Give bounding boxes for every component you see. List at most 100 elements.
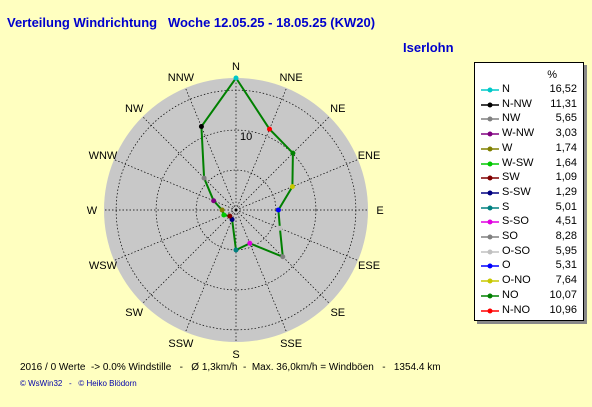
legend-swatch-dot — [487, 308, 493, 313]
legend-item: W-NW 3,03 — [475, 127, 583, 141]
legend-swatch-dot — [487, 293, 493, 299]
legend-item: S-SW 1,29 — [475, 186, 583, 200]
direction-label-nnw: NNW — [168, 72, 195, 84]
legend-swatch — [481, 308, 499, 313]
legend-label: W-NW — [502, 127, 535, 140]
legend-item: SO 8,28 — [475, 230, 583, 244]
data-point-o-no — [289, 184, 295, 190]
ring-10 — [155, 129, 317, 291]
legend-unit-header: % — [547, 69, 557, 81]
direction-label-ene: ENE — [358, 150, 381, 162]
legend-swatch — [481, 175, 499, 181]
legend-swatch-dot — [487, 263, 493, 269]
spoke-ene — [235, 159, 359, 211]
data-point-n — [233, 75, 239, 81]
legend-swatch-dot — [487, 278, 493, 284]
data-point-w — [219, 207, 225, 213]
data-point-o-so — [277, 225, 283, 231]
legend-swatch-dot — [487, 234, 493, 240]
direction-label-ssw: SSW — [168, 338, 194, 350]
legend-value: 7,64 — [555, 274, 577, 287]
data-point-nw — [201, 175, 207, 181]
legend-label: NO — [502, 288, 519, 301]
chart-title: Verteilung Windrichtung Woche 12.05.25 -… — [7, 15, 376, 30]
legend-item: O-NO 7,64 — [475, 274, 583, 288]
legend-label: W — [502, 141, 513, 154]
legend-swatch-dot — [487, 175, 493, 181]
legend-swatch-dot — [487, 190, 493, 196]
legend-swatch — [481, 249, 499, 255]
direction-label-ne: NE — [330, 103, 345, 115]
legend-swatch — [481, 190, 499, 196]
legend-swatch-dot — [487, 131, 493, 137]
data-point-no — [290, 150, 296, 156]
legend-item: S 5,01 — [475, 201, 583, 215]
legend-swatch — [481, 131, 499, 137]
copyright-text: © WsWin32 - © Heiko Blödorn — [20, 379, 137, 388]
direction-label-e: E — [376, 205, 383, 217]
direction-label-ese: ESE — [358, 260, 380, 272]
data-point-w-sw — [221, 212, 227, 218]
legend-value: 1,09 — [555, 171, 577, 184]
legend-item: W 1,74 — [475, 142, 583, 156]
legend-label: NW — [502, 112, 521, 125]
data-point-n-no — [267, 126, 273, 132]
data-point-w-nw — [211, 198, 217, 204]
direction-label-s: S — [232, 349, 239, 361]
legend-value: 8,28 — [555, 230, 577, 242]
legend-item: O-SO 5,95 — [475, 245, 583, 259]
legend-swatch — [481, 102, 499, 108]
data-point-sw — [227, 213, 233, 219]
spoke-ese — [235, 209, 359, 261]
legend-label: S — [502, 200, 510, 213]
legend-label: N-NO — [502, 303, 531, 316]
legend-item: NO 10,07 — [475, 289, 583, 303]
legend-item: O 5,31 — [475, 259, 583, 273]
legend-item: N 16,52 — [475, 83, 583, 97]
direction-label-se: SE — [330, 307, 345, 319]
legend-label: N-NW — [502, 97, 532, 110]
legend-label: S-SO — [502, 215, 529, 228]
direction-label-sw: SW — [125, 307, 143, 319]
spoke-sse — [235, 209, 287, 333]
legend-value: 10,96 — [549, 303, 577, 316]
legend-swatch — [481, 161, 499, 166]
legend-swatch — [481, 278, 499, 284]
legend-swatch-dot — [487, 161, 493, 166]
legend-swatch — [481, 219, 499, 225]
legend-swatch-dot — [487, 205, 493, 211]
direction-label-wsw: WSW — [89, 260, 118, 272]
legend-item: N-NW 11,31 — [475, 98, 583, 112]
spoke-sw — [142, 209, 237, 304]
legend-value: 5,95 — [555, 244, 577, 257]
legend-swatch-dot — [487, 87, 493, 93]
direction-label-sse: SSE — [280, 338, 302, 350]
legend-label: SW — [502, 171, 520, 184]
footer-stats: 2016 / 0 Werte -> 0.0% Windstille - Ø 1,… — [20, 362, 441, 373]
legend-swatch — [481, 87, 499, 93]
spoke-nnw — [185, 87, 237, 211]
legend-value: 5,65 — [555, 112, 577, 125]
legend-label: W-SW — [502, 156, 534, 169]
data-point-o — [275, 207, 281, 213]
legend-value: 1,74 — [555, 141, 577, 154]
direction-label-n: N — [232, 61, 240, 73]
spoke-ne — [235, 116, 330, 211]
legend-swatch-dot — [487, 116, 493, 122]
ring-label-10: 10 — [240, 131, 252, 143]
spoke-nne — [235, 87, 287, 211]
direction-label-w: W — [87, 205, 98, 217]
legend-value: 16,52 — [549, 83, 577, 95]
legend-item: S-SO 4,51 — [475, 215, 583, 229]
legend-label: N — [502, 83, 510, 95]
legend-value: 1,29 — [555, 185, 577, 198]
legend-swatch — [481, 146, 499, 152]
spoke-nw — [142, 116, 237, 211]
legend-swatch-dot — [487, 102, 493, 108]
location-label: Iserlohn — [403, 40, 454, 55]
legend: % N 16,52 N-NW 11,31 NW 5,65 W-NW 3,03 W 1,74 W-SW… — [474, 62, 584, 321]
spoke-wsw — [113, 209, 237, 261]
legend-item: NW 5,65 — [475, 112, 583, 126]
direction-label-nne: NNE — [279, 72, 302, 84]
legend-value: 11,31 — [550, 97, 577, 110]
